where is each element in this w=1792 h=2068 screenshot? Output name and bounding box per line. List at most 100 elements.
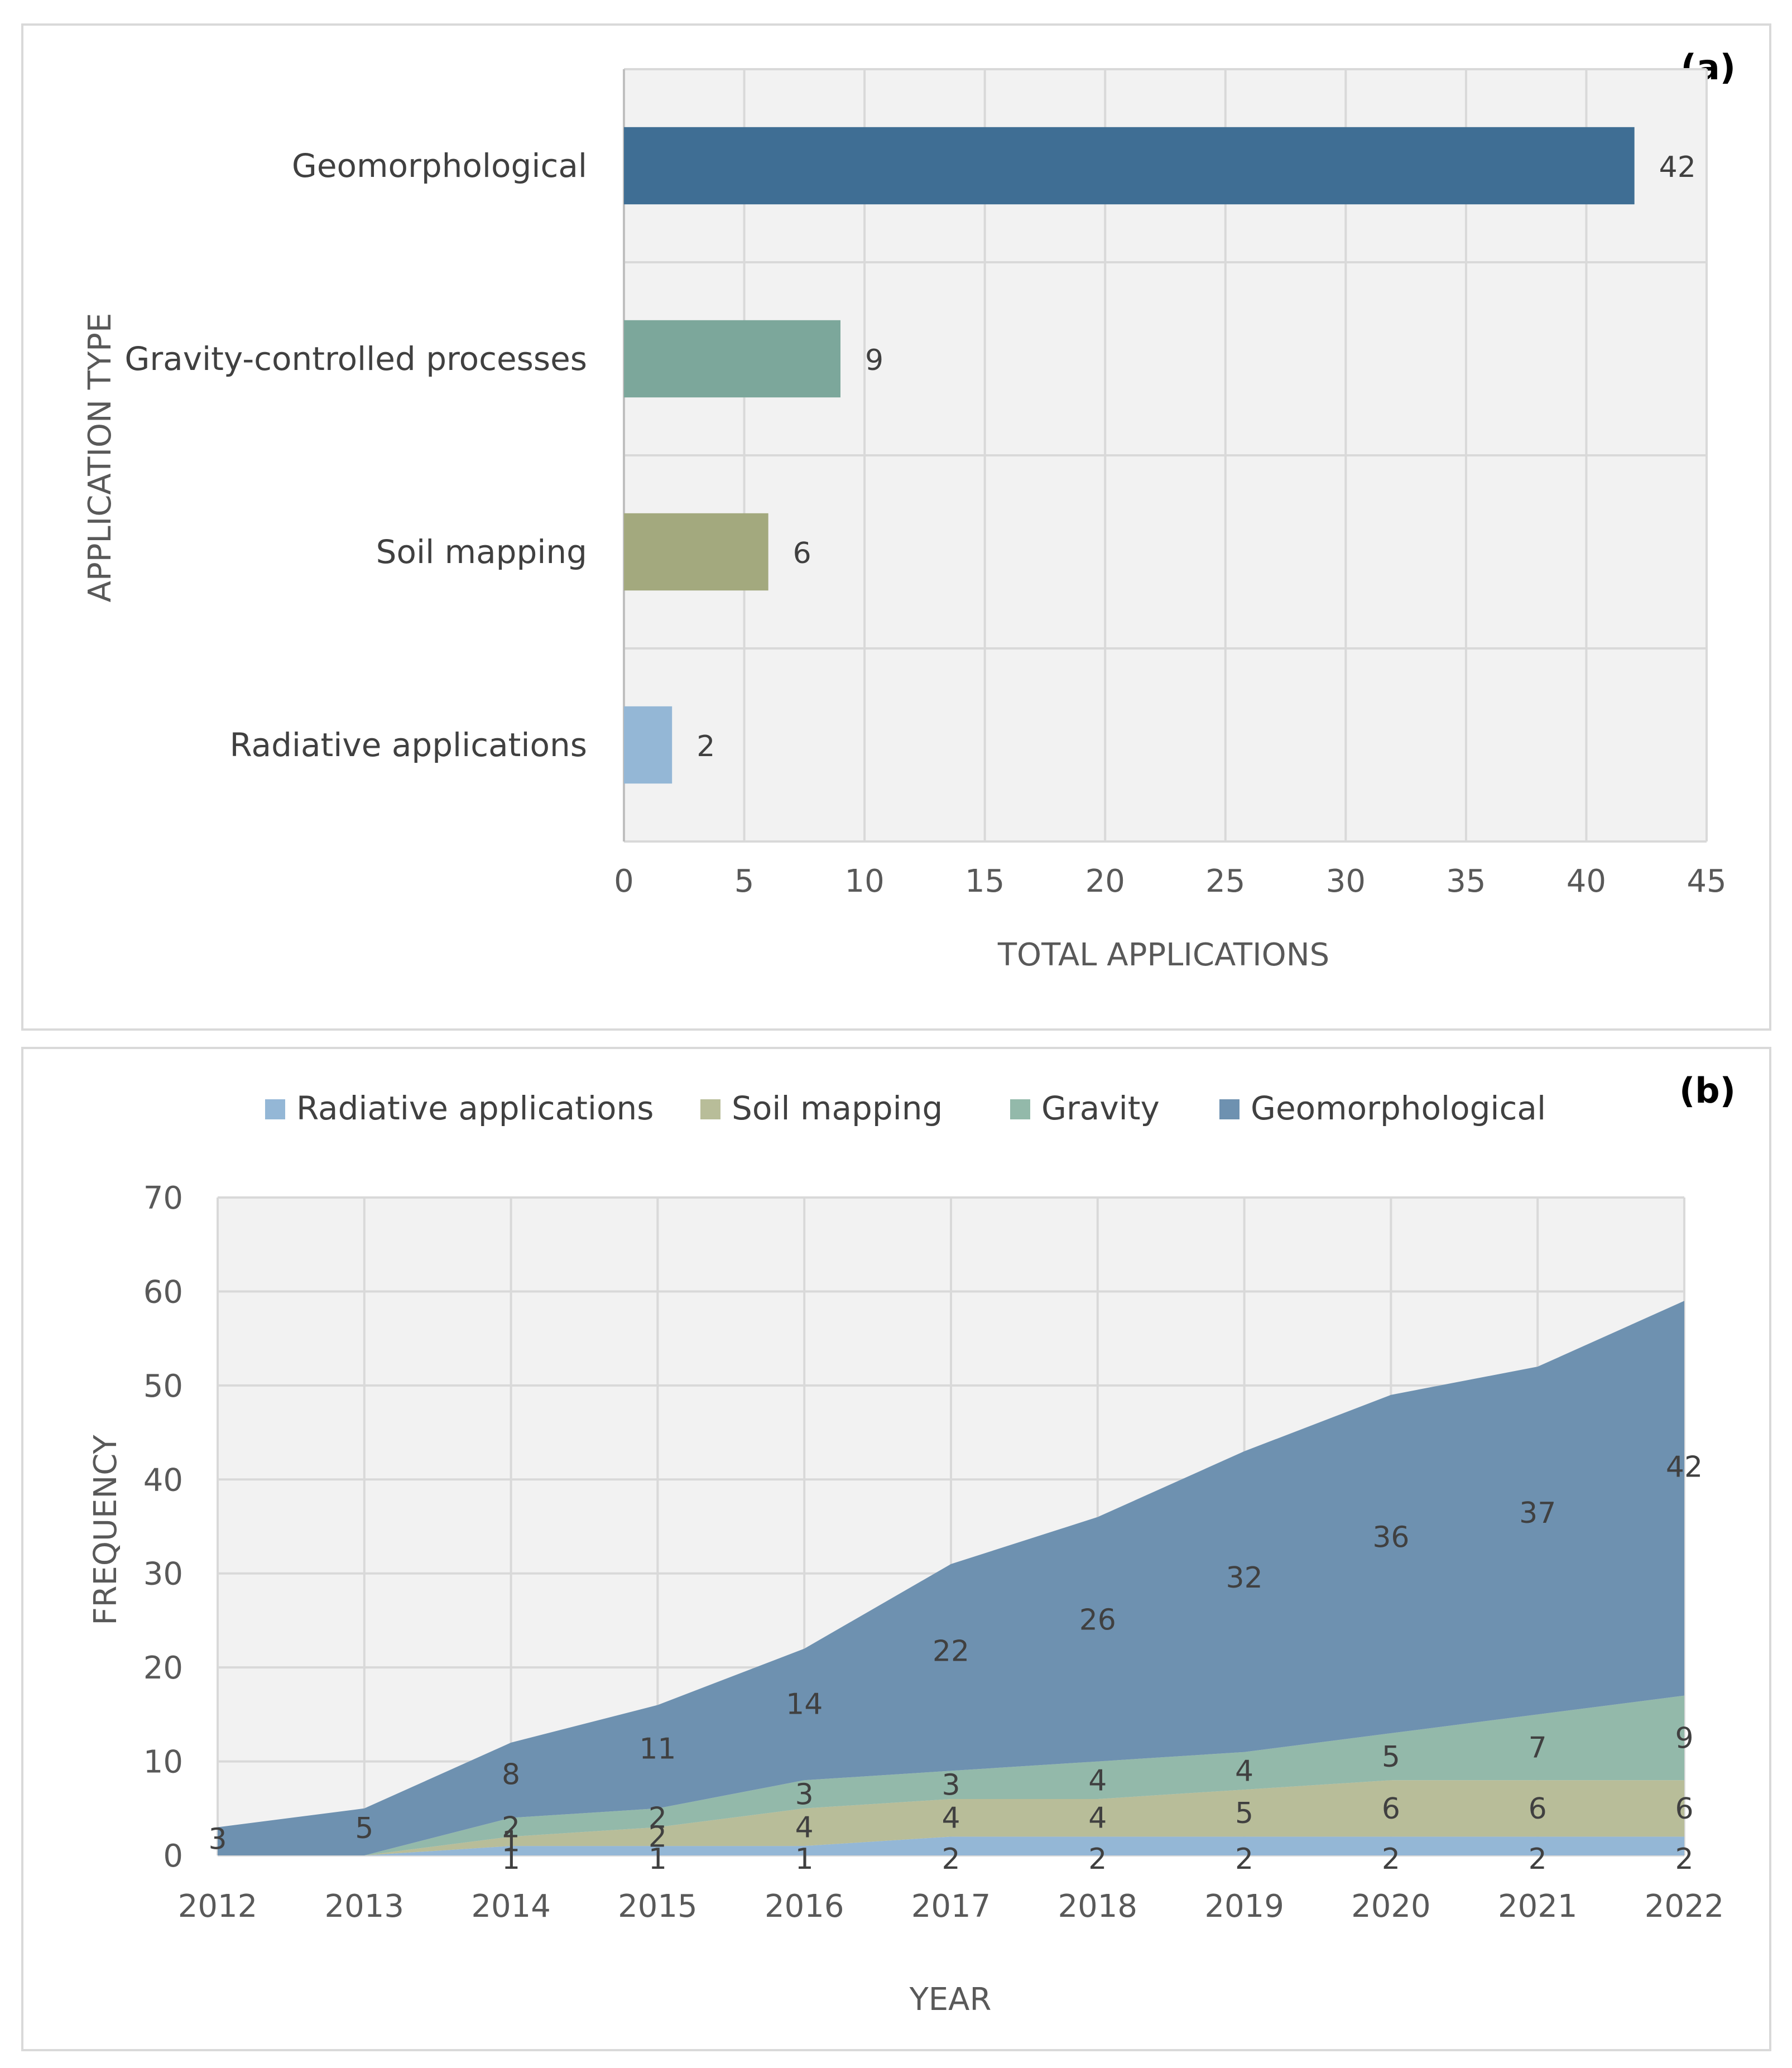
- x-tick-label-a: 45: [1687, 863, 1726, 900]
- y-axis-title-a: APPLICATION TYPE: [82, 313, 118, 603]
- data-label-soil-mapping: 6: [1529, 1792, 1547, 1826]
- data-label-radiative-applications: 2: [941, 1843, 960, 1876]
- data-label-geomorphological: 11: [639, 1732, 676, 1766]
- y-tick-label-b: 10: [143, 1744, 183, 1781]
- x-tick-label-b: 2012: [178, 1888, 258, 1925]
- data-label-geomorphological: 22: [933, 1634, 969, 1668]
- x-tick-label-a: 40: [1567, 863, 1606, 900]
- data-label-radiative-applications: 2: [1382, 1843, 1400, 1876]
- category-label: Gravity-controlled processes: [124, 340, 587, 378]
- data-label-soil-mapping: 5: [1235, 1797, 1253, 1830]
- data-label-soil-mapping: 4: [1088, 1802, 1107, 1835]
- legend-b: Radiative applications Soil mapping Gravit…: [265, 1089, 1546, 1127]
- data-label-soil-mapping: 4: [941, 1802, 960, 1835]
- data-label-gravity: 5: [1382, 1740, 1400, 1774]
- data-label-gravity: 9: [1675, 1721, 1693, 1755]
- x-tick-label-b: 2022: [1645, 1888, 1724, 1925]
- y-tick-label-b: 30: [143, 1556, 183, 1593]
- data-label-gravity: 7: [1529, 1731, 1547, 1764]
- x-tick-label-a: 0: [614, 863, 634, 900]
- data-label-gravity: 4: [1235, 1754, 1253, 1788]
- x-tick-label-a: 35: [1446, 863, 1486, 900]
- data-label-radiative-applications: 2: [1675, 1843, 1693, 1876]
- x-tick-label-a: 30: [1326, 863, 1366, 900]
- y-tick-label-b: 20: [143, 1650, 183, 1686]
- area-geomorphological: [218, 1301, 1684, 1855]
- bar-value-label: 6: [793, 537, 811, 570]
- y-tick-label-b: 70: [143, 1180, 183, 1216]
- data-label-soil-mapping: 4: [795, 1811, 814, 1844]
- data-label-radiative-applications: 1: [795, 1843, 814, 1876]
- legend-swatch: [1010, 1099, 1030, 1119]
- bar-gravity-controlled-processes: [624, 320, 840, 398]
- legend-label: Soil mapping: [732, 1089, 943, 1127]
- data-label-soil-mapping: 6: [1382, 1792, 1400, 1826]
- data-label-geomorphological: 37: [1519, 1497, 1556, 1530]
- data-label-gravity: 3: [795, 1778, 814, 1812]
- data-label-gravity: 3: [941, 1769, 960, 1802]
- data-label-soil-mapping: 6: [1675, 1792, 1693, 1826]
- data-label-radiative-applications: 1: [502, 1843, 520, 1876]
- x-tick-label-b: 2013: [325, 1888, 405, 1925]
- panel-b-label: (b): [1679, 1070, 1736, 1111]
- legend-swatch: [1219, 1099, 1239, 1119]
- y-tick-label-b: 40: [143, 1462, 183, 1498]
- x-axis-title-a: TOTAL APPLICATIONS: [997, 937, 1329, 973]
- x-tick-label-a: 15: [965, 863, 1005, 900]
- x-tick-label-a: 25: [1205, 863, 1245, 900]
- x-axis-title-b: YEAR: [909, 1982, 992, 2018]
- data-label-radiative-applications: 2: [1529, 1843, 1547, 1876]
- data-label-geomorphological: 14: [786, 1687, 823, 1721]
- legend-label: Geomorphological: [1251, 1089, 1546, 1127]
- x-tick-label-b: 2021: [1498, 1888, 1578, 1925]
- bar-value-label: 42: [1659, 151, 1696, 184]
- data-label-geomorphological: 8: [502, 1758, 520, 1791]
- y-axis-title-b: FREQUENCY: [88, 1435, 124, 1625]
- area-gravity: [218, 1695, 1684, 1855]
- x-tick-label-a: 5: [734, 863, 755, 900]
- data-label-geomorphological: 32: [1226, 1561, 1263, 1595]
- data-labels-b: 1 1 1 2 2 2 2 2 21 2 4 4 4 5 6 6 62 23 3 4 4 5 7 93 581114222632…: [208, 1450, 1703, 1876]
- data-label-geomorphological: 3: [208, 1823, 227, 1857]
- bars-a: 42 Geomorphological 9 Gravity-controlled pr…: [124, 127, 1696, 784]
- data-label-geomorphological: 42: [1666, 1450, 1703, 1484]
- data-label-soil-mapping: 1: [502, 1825, 520, 1859]
- area-soil-mapping: [218, 1780, 1684, 1855]
- x-tick-label-b: 2018: [1058, 1888, 1138, 1925]
- bar-soil-mapping: [624, 513, 768, 591]
- data-label-radiative-applications: 2: [1235, 1843, 1253, 1876]
- data-label-geomorphological: 36: [1372, 1521, 1409, 1554]
- x-tick-label-a: 10: [844, 863, 884, 900]
- y-tick-label-b: 0: [163, 1838, 183, 1874]
- x-tick-label-b: 2017: [911, 1888, 991, 1925]
- category-label: Geomorphological: [292, 147, 587, 185]
- x-tick-label-b: 2014: [471, 1888, 551, 1925]
- x-tick-label-b: 2020: [1351, 1888, 1431, 1925]
- legend-swatch: [700, 1099, 720, 1119]
- x-tick-label-b: 2019: [1204, 1888, 1284, 1925]
- bar-value-label: 2: [696, 730, 715, 763]
- x-tick-label-a: 20: [1085, 863, 1125, 900]
- bar-value-label: 9: [865, 344, 883, 377]
- legend-label: Radiative applications: [296, 1089, 654, 1127]
- x-tick-label-b: 2015: [618, 1888, 698, 1925]
- legend-swatch: [265, 1099, 285, 1119]
- legend-label: Gravity: [1041, 1089, 1160, 1127]
- bar-geomorphological: [624, 127, 1635, 205]
- data-label-gravity: 4: [1088, 1764, 1107, 1797]
- data-label-gravity: 2: [502, 1811, 520, 1844]
- x-tick-label-b: 2016: [765, 1888, 844, 1925]
- data-label-geomorphological: 26: [1079, 1604, 1116, 1637]
- bar-radiative-applications: [624, 706, 672, 784]
- areas-b: [218, 1301, 1684, 1855]
- category-label: Soil mapping: [376, 533, 587, 571]
- data-label-radiative-applications: 2: [1088, 1843, 1107, 1876]
- data-label-soil-mapping: 2: [648, 1820, 667, 1854]
- data-label-radiative-applications: 1: [648, 1843, 667, 1876]
- data-label-geomorphological: 5: [355, 1812, 373, 1845]
- category-label: Radiative applications: [230, 726, 588, 764]
- data-label-gravity: 2: [648, 1802, 667, 1835]
- area-radiative-applications: [218, 1836, 1684, 1855]
- y-tick-label-b: 50: [143, 1368, 183, 1405]
